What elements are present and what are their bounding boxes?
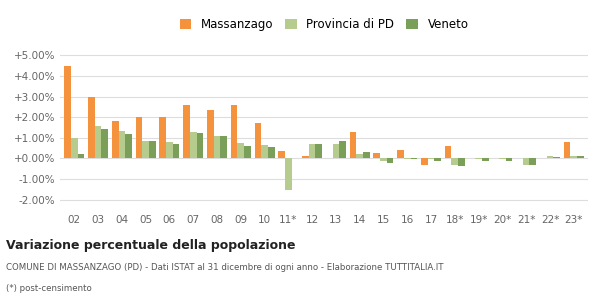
Bar <box>197 133 203 158</box>
Bar <box>373 153 380 158</box>
Text: COMUNE DI MASSANZAGO (PD) - Dati ISTAT al 31 dicembre di ogni anno - Elaborazion: COMUNE DI MASSANZAGO (PD) - Dati ISTAT a… <box>6 263 443 272</box>
Bar <box>220 136 227 158</box>
Bar <box>363 152 370 158</box>
Bar <box>136 117 142 158</box>
Bar <box>350 132 356 158</box>
Bar <box>445 146 451 158</box>
Bar <box>190 132 197 158</box>
Bar <box>499 158 506 160</box>
Bar <box>571 156 577 158</box>
Bar <box>397 150 404 158</box>
Bar <box>278 151 285 158</box>
Bar <box>387 158 394 163</box>
Bar <box>451 158 458 165</box>
Bar <box>166 142 173 158</box>
Bar <box>214 136 220 158</box>
Bar <box>183 105 190 158</box>
Bar <box>261 145 268 158</box>
Bar <box>577 156 584 158</box>
Bar <box>302 156 309 158</box>
Bar <box>285 158 292 190</box>
Bar <box>119 130 125 158</box>
Bar <box>380 158 387 160</box>
Text: (*) post-censimento: (*) post-censimento <box>6 284 92 293</box>
Bar <box>475 158 482 160</box>
Bar <box>101 128 108 158</box>
Bar <box>95 127 101 158</box>
Text: Variazione percentuale della popolazione: Variazione percentuale della popolazione <box>6 239 296 252</box>
Bar <box>244 146 251 158</box>
Bar <box>254 123 261 158</box>
Bar <box>160 117 166 158</box>
Bar <box>231 105 238 158</box>
Bar <box>428 158 434 160</box>
Bar <box>71 138 77 158</box>
Bar <box>404 158 410 160</box>
Bar <box>149 141 155 158</box>
Bar <box>77 154 84 158</box>
Bar <box>356 154 363 158</box>
Bar <box>268 147 275 158</box>
Bar <box>564 142 571 158</box>
Bar <box>142 141 149 158</box>
Bar <box>309 144 316 158</box>
Bar <box>64 66 71 158</box>
Bar <box>332 144 339 158</box>
Bar <box>238 143 244 158</box>
Bar <box>410 158 417 160</box>
Bar <box>316 144 322 158</box>
Bar <box>421 158 428 165</box>
Bar <box>88 97 95 158</box>
Bar <box>173 144 179 158</box>
Bar <box>529 158 536 165</box>
Bar <box>506 158 512 160</box>
Bar <box>339 141 346 158</box>
Bar <box>547 156 553 158</box>
Bar <box>112 121 119 158</box>
Bar <box>458 158 465 166</box>
Legend: Massanzago, Provincia di PD, Veneto: Massanzago, Provincia di PD, Veneto <box>176 15 472 35</box>
Bar <box>125 134 132 158</box>
Bar <box>434 158 441 160</box>
Bar <box>207 110 214 158</box>
Bar <box>523 158 529 165</box>
Bar <box>482 158 488 160</box>
